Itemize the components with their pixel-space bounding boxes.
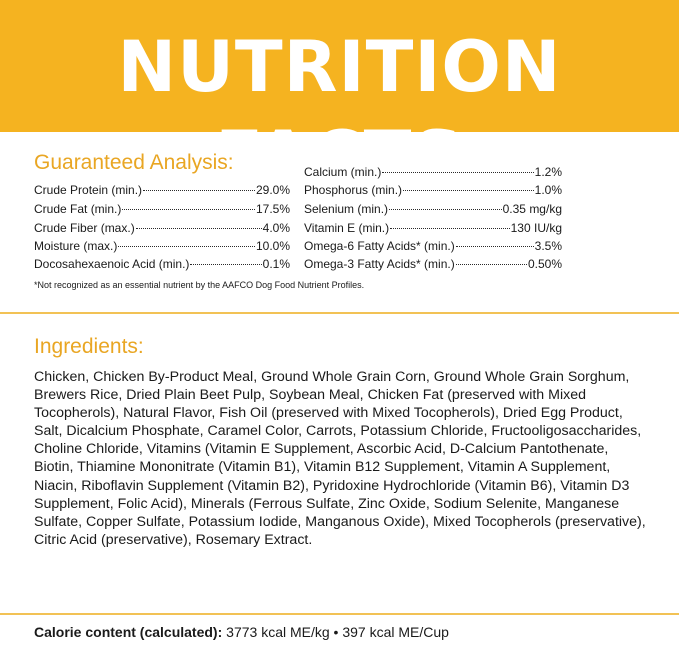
dot-leader <box>122 209 255 210</box>
dot-leader <box>190 264 262 265</box>
nutrient-value: 0.1% <box>262 257 290 271</box>
dot-leader <box>143 190 255 191</box>
aafco-footnote: *Not recognized as an essential nutrient… <box>34 280 365 290</box>
nutrient-value: 29.0% <box>255 183 290 197</box>
analysis-row: Omega-6 Fatty Acids* (min.) 3.5% <box>304 239 562 253</box>
analysis-row: Crude Fiber (max.) 4.0% <box>34 221 290 235</box>
calorie-label: Calorie content (calculated): <box>34 624 223 640</box>
nutrient-label: Phosphorus (min.) <box>304 183 403 197</box>
calorie-content: Calorie content (calculated): 3773 kcal … <box>34 624 449 640</box>
nutrient-value: 17.5% <box>255 202 290 216</box>
dot-leader <box>455 246 534 247</box>
analysis-row: Crude Fat (min.) 17.5% <box>34 202 290 216</box>
dot-leader <box>135 228 262 229</box>
dot-leader <box>403 190 534 191</box>
nutrient-value: 0.35 mg/kg <box>502 202 562 216</box>
nutrient-label: Selenium (min.) <box>304 202 389 216</box>
dot-leader <box>455 264 527 265</box>
nutrient-value: 0.50% <box>527 257 562 271</box>
dot-leader <box>118 246 255 247</box>
nutrient-label: Vitamin E (min.) <box>304 221 390 235</box>
nutrient-label: Docosahexaenoic Acid (min.) <box>34 257 190 271</box>
analysis-row: Docosahexaenoic Acid (min.) 0.1% <box>34 257 290 271</box>
analysis-row: Moisture (max.) 10.0% <box>34 239 290 253</box>
nutrient-value: 10.0% <box>255 239 290 253</box>
analysis-row: Selenium (min.) 0.35 mg/kg <box>304 202 562 216</box>
nutrient-label: Omega-3 Fatty Acids* (min.) <box>304 257 455 271</box>
analysis-row: Crude Protein (min.) 29.0% <box>34 183 290 197</box>
nutrient-value: 130 IU/kg <box>510 221 562 235</box>
section-divider <box>0 613 679 615</box>
guaranteed-analysis-heading: Guaranteed Analysis: <box>34 151 234 174</box>
analysis-row: Omega-3 Fatty Acids* (min.) 0.50% <box>304 257 562 271</box>
nutrient-value: 1.0% <box>534 183 562 197</box>
calorie-value: 3773 kcal ME/kg • 397 kcal ME/Cup <box>226 624 449 640</box>
analysis-row: Vitamin E (min.) 130 IU/kg <box>304 221 562 235</box>
dot-leader <box>390 228 510 229</box>
nutrient-value: 1.2% <box>534 165 562 179</box>
nutrient-label: Omega-6 Fatty Acids* (min.) <box>304 239 455 253</box>
nutrient-value: 3.5% <box>534 239 562 253</box>
nutrient-label: Crude Fat (min.) <box>34 202 122 216</box>
nutrient-label: Moisture (max.) <box>34 239 118 253</box>
page-title: NUTRITION FACTS <box>117 26 562 198</box>
nutrient-value: 4.0% <box>262 221 290 235</box>
dot-leader <box>389 209 502 210</box>
nutrient-label: Calcium (min.) <box>304 165 382 179</box>
nutrient-label: Crude Fiber (max.) <box>34 221 135 235</box>
analysis-row: Phosphorus (min.) 1.0% <box>304 183 562 197</box>
ingredients-heading: Ingredients: <box>34 335 144 358</box>
nutrient-label: Crude Protein (min.) <box>34 183 143 197</box>
analysis-row: Calcium (min.) 1.2% <box>304 165 562 179</box>
ingredients-list: Chicken, Chicken By-Product Meal, Ground… <box>34 369 646 548</box>
section-divider <box>0 312 679 314</box>
title-banner: NUTRITION FACTS <box>0 0 679 198</box>
dot-leader <box>382 172 534 173</box>
